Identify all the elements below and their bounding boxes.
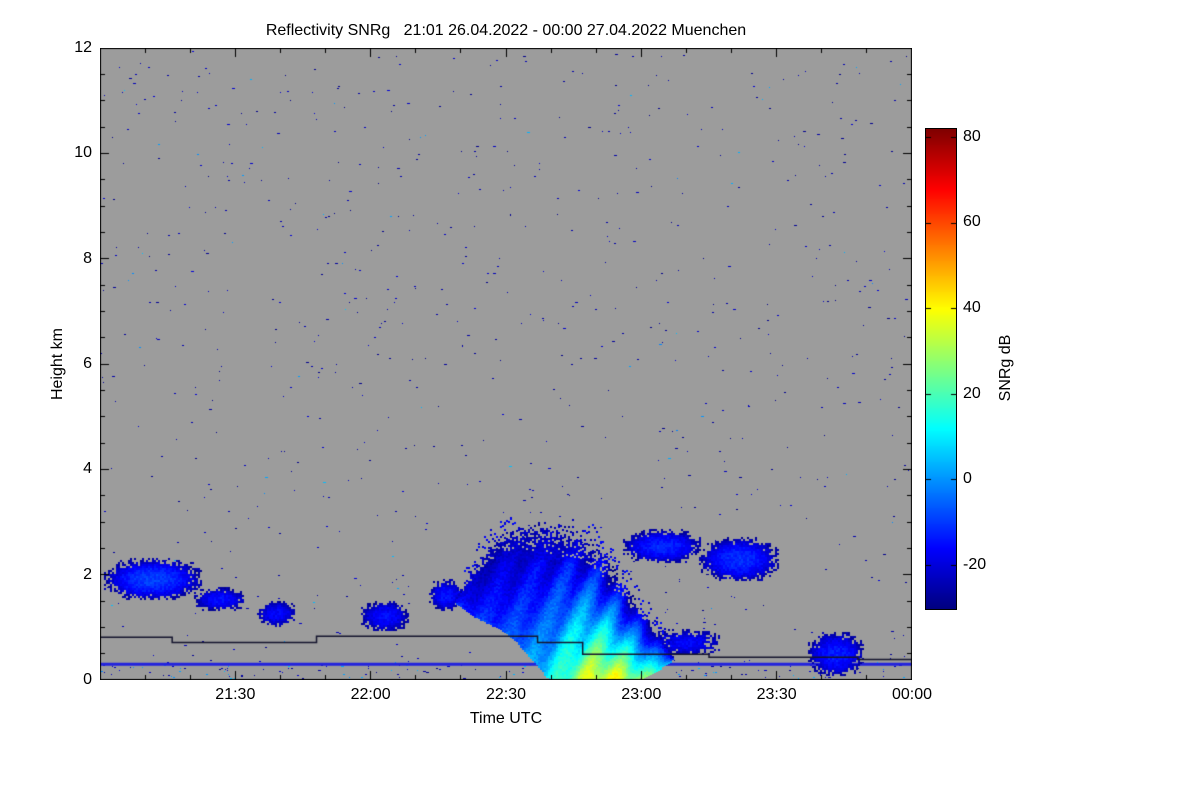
y-tick-label: 4	[83, 460, 92, 478]
colorbar-tick-label: 60	[963, 213, 981, 231]
y-tick-label: 2	[83, 565, 92, 583]
colorbar-tick-label: -20	[963, 556, 987, 574]
x-axis-label: Time UTC	[469, 710, 543, 727]
colorbar-label: SNRg dB	[997, 334, 1014, 402]
y-tick-label: 8	[83, 249, 92, 267]
heatmap-canvas	[100, 48, 912, 680]
colorbar-tick-labels: -20 0 20 40 60 80	[963, 128, 1008, 608]
x-axis-tick-labels: 21:30 22:00 22:30 23:00 23:30 00:00	[100, 684, 932, 706]
colorbar-tick-label: 0	[963, 470, 972, 488]
colorbar-tick-label: 20	[963, 384, 981, 402]
x-tick-label: 23:30	[756, 686, 797, 703]
y-axis-tick-labels: 0 2 4 6 8 10 12	[0, 39, 92, 688]
y-tick-label: 12	[74, 39, 92, 56]
x-tick-label: 22:00	[350, 686, 391, 703]
colorbar-canvas	[926, 129, 956, 609]
x-tick-label: 23:00	[621, 686, 662, 703]
y-tick-label: 6	[83, 355, 92, 372]
x-tick-label: 21:30	[215, 686, 256, 703]
colorbar	[925, 128, 957, 610]
y-tick-label: 0	[83, 671, 92, 688]
plot-area	[100, 48, 912, 680]
colorbar-tick-label: 40	[963, 299, 981, 316]
y-tick-label: 10	[74, 144, 92, 162]
x-tick-label: 22:30	[485, 686, 527, 703]
chart-title: Reflectivity SNRg 21:01 26.04.2022 - 00:…	[265, 22, 747, 39]
colorbar-tick-label: 80	[963, 127, 981, 145]
x-tick-label: 00:00	[891, 686, 933, 703]
